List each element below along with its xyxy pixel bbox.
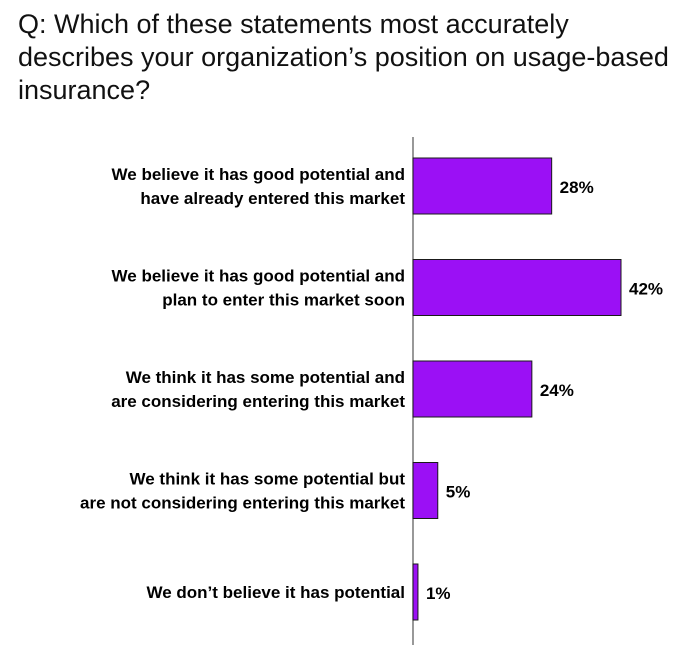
- bar-4: [412, 462, 439, 519]
- value-label-5: 1%: [426, 584, 451, 603]
- category-label-2: We believe it has good potential and plan…: [112, 267, 405, 310]
- category-label-4: We think it has some potential but are no…: [80, 470, 405, 513]
- bars-layer: 28% We believe it has good potential and h…: [80, 157, 663, 621]
- value-label-2: 42%: [629, 280, 663, 299]
- category-label-line: plan to enter this market soon: [162, 291, 405, 310]
- category-label-line: We don’t believe it has potential: [146, 583, 405, 602]
- category-label-line: We think it has some potential and: [126, 368, 405, 387]
- category-label-line: are considering entering this market: [111, 392, 405, 411]
- value-label-4: 5%: [446, 483, 471, 502]
- category-label-1: We believe it has good potential and have…: [112, 165, 406, 208]
- category-label-line: We think it has some potential but: [130, 470, 406, 489]
- category-label-5: We don’t believe it has potential: [146, 583, 405, 602]
- category-label-line: We believe it has good potential and: [112, 267, 405, 286]
- question-title: Q: Which of these statements most accura…: [18, 9, 669, 105]
- bar-1: [412, 157, 553, 215]
- category-label-line: have already entered this market: [140, 189, 405, 208]
- category-label-line: We believe it has good potential and: [112, 165, 405, 184]
- bar-5: [412, 563, 419, 621]
- category-label-line: are not considering entering this market: [80, 494, 405, 513]
- value-label-3: 24%: [540, 381, 574, 400]
- category-label-3: We think it has some potential and are co…: [111, 368, 405, 411]
- bar-2: [412, 259, 622, 316]
- value-label-1: 28%: [560, 178, 594, 197]
- bar-3: [412, 360, 533, 418]
